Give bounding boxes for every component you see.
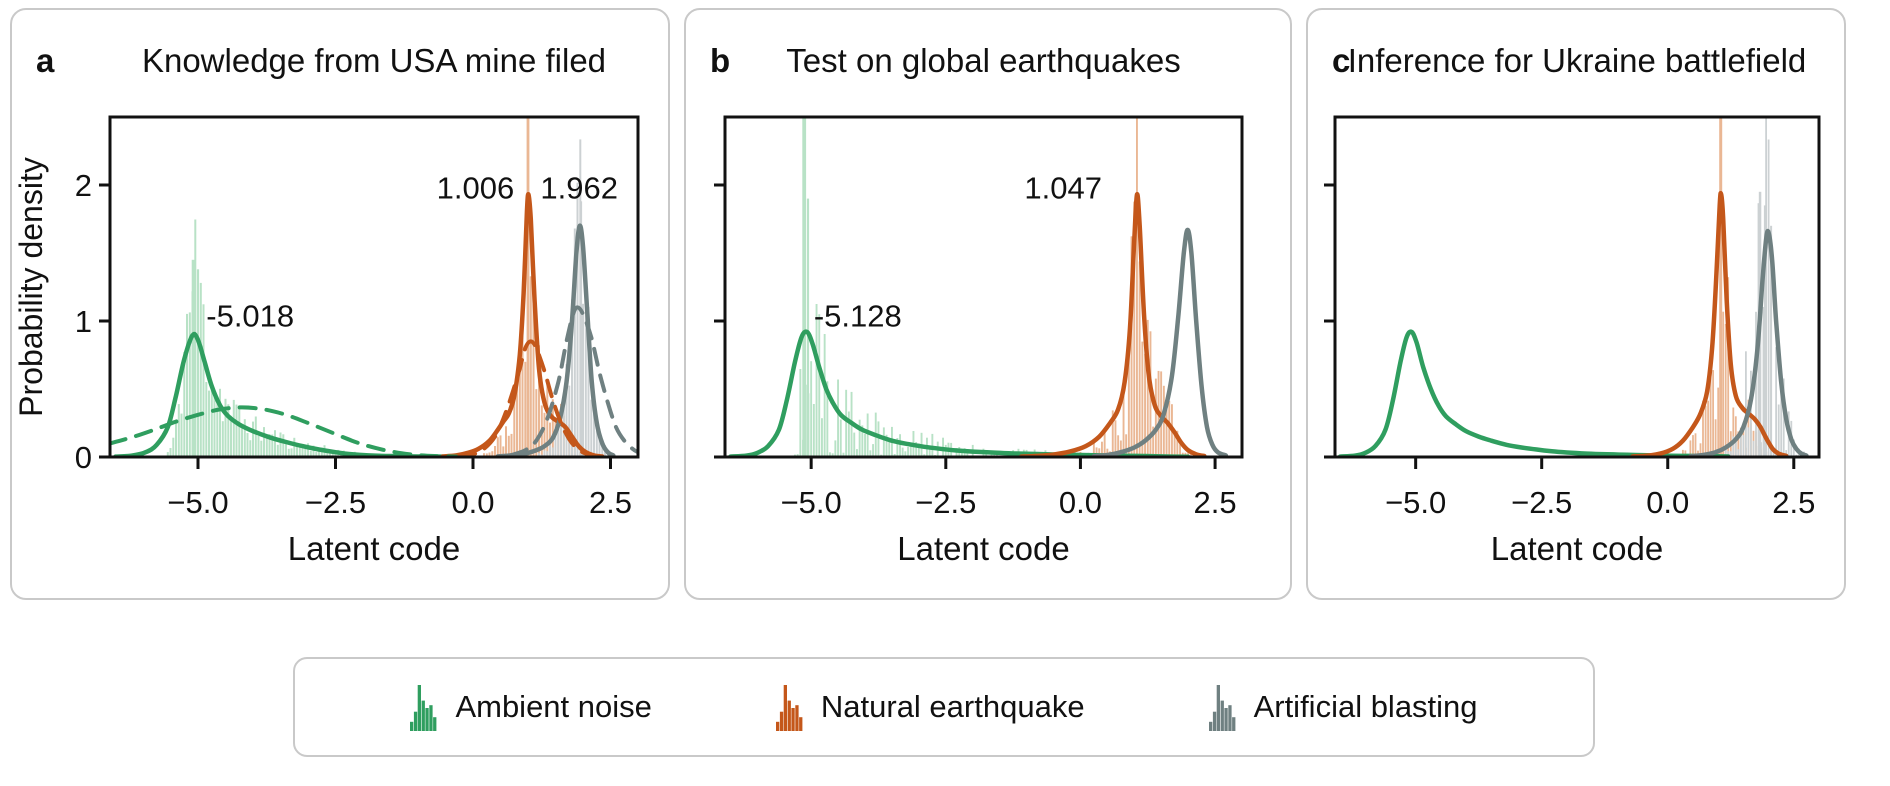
- artificial-blasting-kde: [1688, 228, 1809, 457]
- x-axis-label: Latent code: [897, 530, 1069, 567]
- panel-b-card: b Test on global earthquakes −5.0 −2.5 0.0…: [684, 8, 1292, 600]
- panel-a-card: a Knowledge from USA mine filed −5.0 −2.5…: [10, 8, 670, 600]
- x-tick-label: −2.5: [305, 485, 366, 520]
- x-tick-label: 0.0: [1059, 485, 1102, 520]
- peak-annotation: -5.018: [206, 299, 294, 334]
- legend-label-natural-earthquake: Natural earthquake: [820, 689, 1085, 724]
- natural-earthquake-kde: [1630, 190, 1789, 457]
- x-axis-label: Latent code: [1491, 530, 1663, 567]
- y-tick-label: 2: [75, 168, 92, 203]
- x-tick-label: 0.0: [1646, 485, 1689, 520]
- x-tick-label: −5.0: [781, 485, 842, 520]
- axes-box: [723, 115, 1244, 459]
- natural-earthquake-kde: [440, 192, 605, 457]
- ambient-noise-gaussian-fit-dashed: [110, 405, 459, 457]
- y-tick-label: 1: [75, 304, 92, 339]
- legend-label-artificial-blasting: Artificial blasting: [1253, 689, 1478, 724]
- legend-label-ambient-noise: Ambient noise: [455, 689, 652, 724]
- x-tick-label: −2.5: [915, 485, 976, 520]
- x-tick-label: −2.5: [1511, 485, 1572, 520]
- histogram-icon-orange: [775, 683, 803, 731]
- artificial-blasting-kde: [495, 223, 616, 457]
- panel-b-title: Test on global earthquakes: [786, 42, 1181, 79]
- plot-area: [110, 117, 638, 457]
- peak-annotation: 1.962: [540, 171, 618, 206]
- legend-item-artificial-blasting: Artificial blasting: [1208, 683, 1478, 731]
- plot-area: [1337, 117, 1809, 457]
- y-tick-label: 0: [75, 440, 92, 475]
- axes-box: [1333, 115, 1821, 459]
- y-axis-label: Probability density: [14, 157, 49, 417]
- x-tick-label: 0.0: [451, 485, 494, 520]
- legend-item-natural-earthquake: Natural earthquake: [775, 683, 1085, 731]
- panel-c-plot: −5.0 −2.5 0.0 2.5 Latent code: [1324, 115, 1821, 567]
- panel-a-label: a: [36, 42, 55, 79]
- x-tick-label: −5.0: [167, 485, 228, 520]
- legend: Ambient noise Natural earthquake Artific…: [293, 657, 1595, 757]
- natural-earthquake-kde: [1018, 192, 1207, 457]
- peak-annotation: 1.047: [1024, 171, 1102, 206]
- ambient-noise-histogram: [164, 219, 419, 457]
- x-tick-label: 2.5: [1772, 485, 1815, 520]
- natural-earthquake-histogram: [1057, 117, 1198, 457]
- x-tick-label: −5.0: [1385, 485, 1446, 520]
- panel-a-title: Knowledge from USA mine filed: [141, 42, 607, 79]
- artificial-blasting-gaussian-fit-dashed: [509, 305, 638, 457]
- panel-c-title: Inference for Ukraine battlefield: [1347, 42, 1807, 79]
- axes-box: [108, 115, 640, 459]
- peak-annotation: 1.006: [437, 171, 515, 206]
- peak-annotation: -5.128: [814, 299, 902, 334]
- panel-b-label: b: [710, 42, 731, 79]
- legend-item-ambient-noise: Ambient noise: [410, 683, 652, 731]
- artificial-blasting-histogram: [535, 139, 615, 457]
- panel-c-card: c Inference for Ukraine battlefield −5.0…: [1306, 8, 1846, 600]
- natural-earthquake-gaussian-fit-dashed: [457, 339, 596, 457]
- histogram-icon-gray: [1208, 683, 1236, 731]
- plot-area: [728, 117, 1229, 457]
- panel-c-label: c: [1332, 42, 1351, 79]
- ambient-noise-histogram: [794, 117, 1168, 457]
- x-tick-label: 2.5: [589, 485, 632, 520]
- x-tick-label: 2.5: [1194, 485, 1237, 520]
- ambient-noise-kde: [728, 329, 1191, 457]
- panel-a-plot: −5.0 −2.5 0.0 2.5 0 1 2 Latent code Probability …: [14, 115, 640, 567]
- histogram-icon-green: [410, 683, 437, 731]
- x-axis-label: Latent code: [288, 530, 460, 567]
- panel-b-plot: −5.0 −2.5 0.0 2.5 Latent code -5.128 1.047: [714, 115, 1244, 567]
- ambient-noise-kde: [1337, 329, 1731, 457]
- artificial-blasting-kde: [1091, 227, 1229, 457]
